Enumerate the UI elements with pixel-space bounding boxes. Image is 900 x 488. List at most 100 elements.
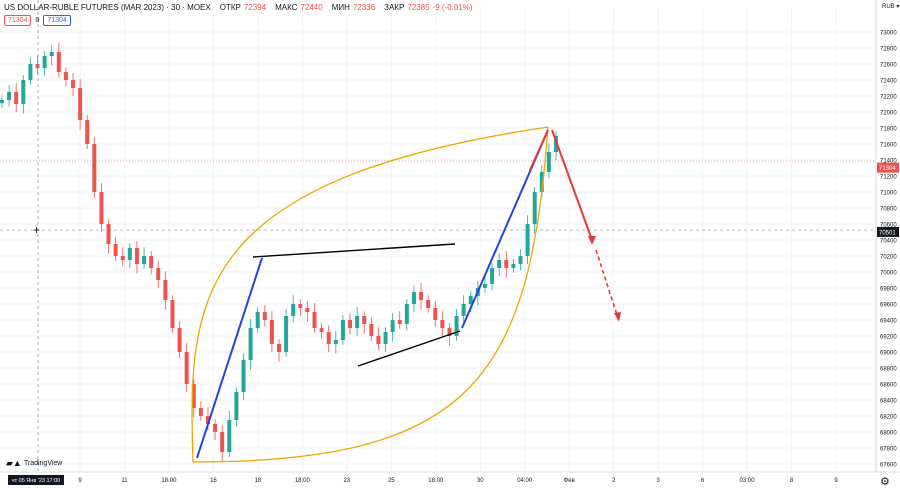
order-row: 71304 0 71304 <box>4 15 71 26</box>
candle-body <box>482 284 487 288</box>
candle-body <box>554 136 558 152</box>
price-tick-label: 72200 <box>880 95 897 101</box>
time-tick-label: 16 <box>210 478 217 484</box>
price-tick-label: 69200 <box>880 335 897 341</box>
candle-body <box>376 336 381 344</box>
time-tick-label: 23 <box>343 478 350 484</box>
candle-body <box>440 320 445 328</box>
candle-body <box>149 256 154 268</box>
price-tick-label: 73000 <box>880 31 897 37</box>
candle-body <box>78 88 83 120</box>
candle-body <box>291 304 296 316</box>
candle-body <box>369 324 374 336</box>
time-tick-label: 3 <box>656 478 660 484</box>
candle-body <box>156 268 161 280</box>
candle-body <box>525 224 530 256</box>
candle-body <box>305 308 310 312</box>
crosshair-time-tag-bg <box>8 475 64 485</box>
price-tick-label: 70000 <box>880 271 897 277</box>
candle-body <box>191 384 196 408</box>
candle-body <box>184 352 189 384</box>
candle-body <box>63 72 68 80</box>
price-tick-label: 71200 <box>880 175 897 181</box>
buy-price-box[interactable]: 71304 <box>43 15 71 26</box>
candle-body <box>213 424 218 432</box>
sell-price-box[interactable]: 71304 <box>4 15 32 26</box>
candle-body <box>426 300 431 308</box>
tradingview-logo-text: TradingView <box>23 460 63 467</box>
candle-body <box>134 248 139 264</box>
candle-body <box>255 312 260 328</box>
current-price-tag-bg <box>877 162 899 173</box>
price-tick-label: 69600 <box>880 303 897 309</box>
price-tick-label: 72400 <box>880 79 897 85</box>
price-tick-label: 71800 <box>880 127 897 133</box>
candle-body <box>333 340 338 344</box>
current-price-tag: 71304 <box>879 166 896 172</box>
candle-body <box>85 120 90 144</box>
candle-body <box>511 264 516 268</box>
candle-body <box>106 224 111 244</box>
price-tick-label: 71400 <box>880 159 897 165</box>
tradingview-logo[interactable]: ▰▲ TradingView <box>6 458 62 469</box>
time-tick-label: 2 <box>612 478 616 484</box>
red-arrow-down <box>551 129 593 241</box>
candle-body <box>447 328 452 336</box>
red-arrow-dashed-head <box>614 312 621 322</box>
candle-body <box>35 64 40 68</box>
candle-body <box>312 312 317 328</box>
candle-body <box>539 172 544 192</box>
red-arrow-dashed <box>595 249 619 319</box>
candle-body <box>56 52 61 72</box>
candle-body <box>127 248 132 260</box>
price-tick-label: 70200 <box>880 255 897 261</box>
channel-line-upper <box>252 243 456 258</box>
price-tick-label: 68800 <box>880 367 897 373</box>
candle-body <box>454 316 459 336</box>
time-tick-label: 9 <box>78 478 82 484</box>
time-tick-label: 25 <box>388 478 395 484</box>
time-tick-label: 18:00 <box>161 478 177 484</box>
price-tick-label: 68200 <box>880 415 897 421</box>
price-tick-label: 72000 <box>880 111 897 117</box>
candle-body <box>220 432 225 452</box>
candle-body <box>355 316 360 328</box>
candle-body <box>241 360 246 392</box>
change-value: -9 (-0.01%) <box>432 3 473 12</box>
red-arrow-up <box>529 129 549 171</box>
candle-body <box>397 320 402 324</box>
price-tick-label: 67600 <box>880 463 897 469</box>
price-tick-label: 70800 <box>880 207 897 213</box>
ellipse-drawing-upper <box>191 126 549 463</box>
candle-body <box>120 256 125 260</box>
currency-selector[interactable]: RUB ▾ <box>882 4 900 10</box>
price-tick-label: 69800 <box>880 287 897 293</box>
price-tick-label: 70600 <box>880 223 897 229</box>
candle-body <box>284 316 289 352</box>
candle-body <box>277 344 281 352</box>
candle-body <box>99 192 104 224</box>
candle-body <box>28 64 33 80</box>
candle-body <box>269 320 274 344</box>
candle-body <box>0 100 4 104</box>
time-axis[interactable]: 9 11 18:00 16 18 18:00 23 25 18:00 30 04:00 Фев 2 3 6 0… <box>0 471 900 488</box>
price-tick-label: 68400 <box>880 399 897 405</box>
channel-line-lower <box>357 330 461 367</box>
candle-body <box>113 244 118 256</box>
price-tick-label: 68600 <box>880 383 897 389</box>
candle-body <box>340 320 345 340</box>
symbol-title[interactable]: US DOLLAR-RUBLE FUTURES (MAR 2023) · 30 … <box>4 3 211 12</box>
time-tick-label: 18 <box>255 478 262 484</box>
candle-body <box>497 260 502 268</box>
time-tick-label: 8 <box>790 478 794 484</box>
candle-body <box>163 280 168 300</box>
price-axis-bg <box>876 0 900 488</box>
candle-body <box>461 304 466 316</box>
time-tick-label: Фев <box>564 478 575 484</box>
price-axis[interactable]: 73000 72800 72600 72400 72200 72000 71800 71600… <box>875 0 900 488</box>
candle-body <box>326 332 331 344</box>
time-tick-label: 9 <box>834 478 838 484</box>
settings-gear-icon[interactable]: ⚙ <box>880 476 890 488</box>
candle-body <box>205 416 210 424</box>
